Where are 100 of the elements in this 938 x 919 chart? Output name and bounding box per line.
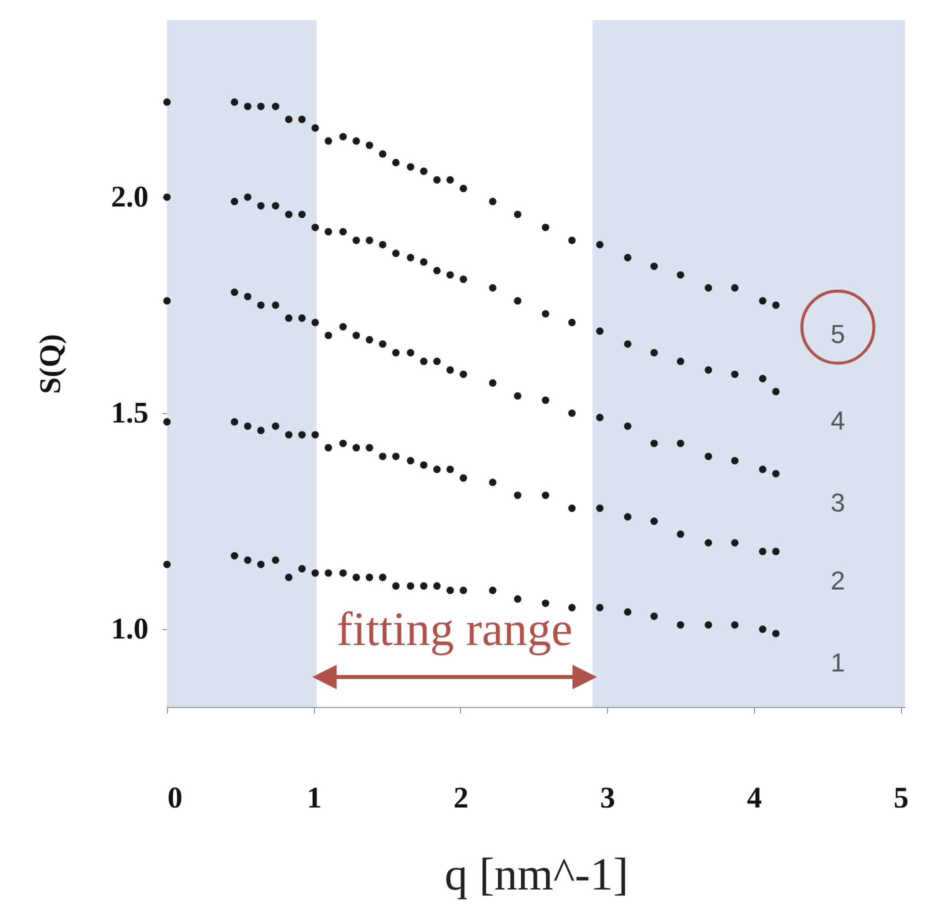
point <box>324 444 332 452</box>
point <box>406 457 414 464</box>
point <box>772 630 780 638</box>
x-axis-title: q [nm^-1] <box>444 848 628 900</box>
x-tick-label: 5 <box>894 782 909 814</box>
point <box>650 440 658 448</box>
point <box>568 318 576 326</box>
point <box>366 574 374 582</box>
point <box>352 236 360 244</box>
point <box>339 228 347 236</box>
point <box>433 176 441 184</box>
y-tick-label: 2.0 <box>111 180 148 214</box>
point <box>514 297 522 305</box>
text: 5 <box>830 319 846 350</box>
point <box>324 228 332 236</box>
point <box>446 466 454 474</box>
point <box>163 297 171 305</box>
point <box>446 176 454 184</box>
point <box>489 198 496 206</box>
y-axis-title: S(Q) <box>34 334 67 394</box>
point <box>311 224 319 232</box>
point <box>731 370 739 378</box>
point <box>298 314 306 322</box>
x-tick-label: 2 <box>453 782 468 814</box>
point <box>460 370 468 378</box>
point <box>624 513 632 521</box>
point <box>352 332 360 340</box>
point <box>420 582 428 590</box>
point <box>378 340 386 348</box>
point <box>378 574 386 582</box>
point <box>446 366 454 374</box>
point <box>272 202 280 210</box>
point <box>772 301 780 309</box>
point <box>257 102 265 110</box>
point <box>568 236 576 244</box>
point <box>392 582 400 590</box>
point <box>704 621 712 629</box>
point <box>311 569 319 577</box>
point <box>298 210 306 218</box>
point <box>772 470 780 478</box>
point <box>596 414 604 422</box>
point <box>163 418 171 426</box>
point <box>460 276 468 283</box>
point <box>392 452 400 460</box>
x-tick-label: 1 <box>306 782 322 814</box>
point <box>676 530 684 538</box>
point <box>272 556 280 564</box>
point <box>758 374 766 382</box>
point <box>731 539 739 547</box>
point <box>704 539 712 547</box>
point <box>731 621 739 629</box>
point <box>596 504 604 512</box>
point <box>420 258 428 266</box>
annotation: fitting range <box>336 603 573 656</box>
point <box>758 626 766 633</box>
point <box>650 262 658 270</box>
point <box>244 193 252 201</box>
point <box>230 198 238 206</box>
point <box>298 431 306 438</box>
point <box>460 184 468 192</box>
point <box>378 150 386 158</box>
point <box>366 336 374 344</box>
point <box>230 418 238 426</box>
point <box>624 254 632 262</box>
point <box>366 142 374 150</box>
point <box>731 457 739 464</box>
point <box>230 98 238 106</box>
point <box>285 116 292 124</box>
point <box>352 574 360 582</box>
point <box>392 158 400 166</box>
point <box>542 310 550 318</box>
text: 2 <box>830 565 846 596</box>
point <box>420 168 428 175</box>
point <box>285 431 292 438</box>
point <box>352 444 360 452</box>
point <box>514 595 522 603</box>
point <box>392 250 400 258</box>
point <box>257 301 265 309</box>
point <box>420 461 428 469</box>
point <box>514 392 522 400</box>
point <box>650 612 658 620</box>
point <box>542 492 550 499</box>
point <box>311 124 319 132</box>
x-tick-label: 3 <box>600 782 616 814</box>
point <box>758 548 766 556</box>
point <box>758 297 766 305</box>
point <box>568 409 576 417</box>
point <box>324 332 332 340</box>
point <box>731 284 739 292</box>
point <box>624 422 632 430</box>
point <box>406 163 414 171</box>
point <box>460 474 468 482</box>
point <box>339 569 347 577</box>
point <box>676 621 684 629</box>
point <box>163 193 171 201</box>
text: 4 <box>830 406 846 436</box>
point <box>324 569 332 577</box>
point <box>406 582 414 590</box>
point <box>596 604 604 612</box>
point <box>433 358 441 366</box>
